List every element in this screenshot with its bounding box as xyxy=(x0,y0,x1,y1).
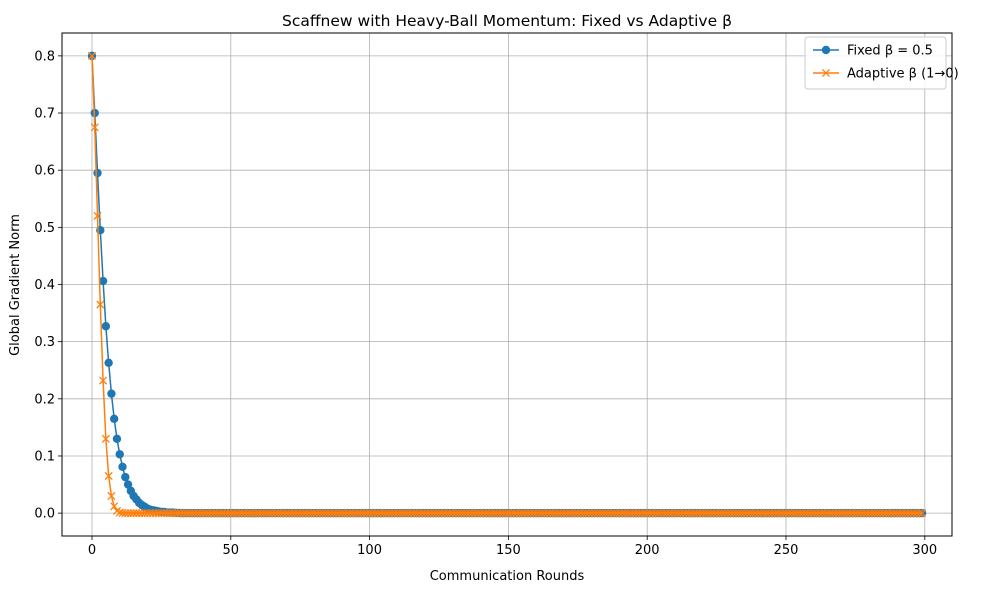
x-tick-label: 150 xyxy=(496,543,521,558)
adaptive-beta-point xyxy=(99,376,108,385)
fixed-beta-point xyxy=(112,434,122,444)
series-layer xyxy=(87,51,927,518)
x-tick-label: 100 xyxy=(357,543,382,558)
legend-label: Fixed β = 0.5 xyxy=(847,44,933,59)
legend-entry-fixed-beta: Fixed β = 0.5 xyxy=(813,44,933,59)
fixed-beta-point xyxy=(107,389,116,398)
legend-label: Adaptive β (1→0) xyxy=(847,67,959,82)
adaptive-beta-series xyxy=(87,51,927,518)
y-tick-label: 0.1 xyxy=(34,449,55,464)
legend-box xyxy=(804,36,947,90)
fixed-beta-point xyxy=(101,322,111,331)
y-axis: 0.0 0.1 0.2 0.3 0.4 0.5 0.6 0.7 0.8 xyxy=(34,49,62,522)
adaptive-beta-point xyxy=(917,509,927,518)
fixed-beta-point xyxy=(98,276,108,286)
fixed-beta-point xyxy=(121,472,130,482)
y-tick-label: 0.0 xyxy=(34,507,55,522)
x-tick-label: 50 xyxy=(223,543,240,558)
adaptive-beta-point xyxy=(90,123,99,132)
x-axis-title: Communication Rounds xyxy=(430,569,585,584)
y-tick-label: 0.6 xyxy=(34,164,55,179)
fixed-beta-point xyxy=(123,480,133,489)
y-tick-label: 0.7 xyxy=(34,107,55,122)
fixed-beta-point xyxy=(115,450,124,459)
fixed-beta-point xyxy=(104,358,113,368)
x-axis: 0 50 100 150 200 250 300 xyxy=(88,536,937,558)
y-tick-label: 0.4 xyxy=(34,278,55,293)
legend-swatch-point xyxy=(821,68,831,78)
x-tick-label: 250 xyxy=(774,543,799,558)
y-tick-label: 0.2 xyxy=(34,392,55,407)
legend-entry-adaptive-beta: Adaptive β (1→0) xyxy=(813,67,959,82)
fixed-beta-point xyxy=(118,462,127,472)
fixed-beta-point xyxy=(93,168,102,178)
chart-title: Scaffnew with Heavy-Ball Momentum: Fixed… xyxy=(282,12,732,30)
y-tick-label: 0.5 xyxy=(34,221,55,236)
x-tick-label: 300 xyxy=(912,543,937,558)
adaptive-beta-point xyxy=(87,51,97,60)
legend: Fixed β = 0.5 Adaptive β (1→0) xyxy=(804,36,959,90)
y-tick-label: 0.3 xyxy=(34,335,55,350)
adaptive-beta-point xyxy=(93,211,102,220)
adaptive-beta-point xyxy=(915,509,924,518)
x-tick-label: 0 xyxy=(88,543,96,558)
adaptive-beta-point xyxy=(104,471,113,481)
y-axis-title: Global Gradient Norm xyxy=(8,214,23,356)
legend-swatch-point xyxy=(821,45,831,55)
fixed-beta-point xyxy=(109,414,119,424)
x-tick-label: 200 xyxy=(635,543,660,558)
y-tick-label: 0.8 xyxy=(34,49,55,64)
adaptive-beta-point xyxy=(107,491,116,501)
adaptive-beta-point xyxy=(101,434,110,443)
adaptive-beta-point xyxy=(96,300,105,309)
